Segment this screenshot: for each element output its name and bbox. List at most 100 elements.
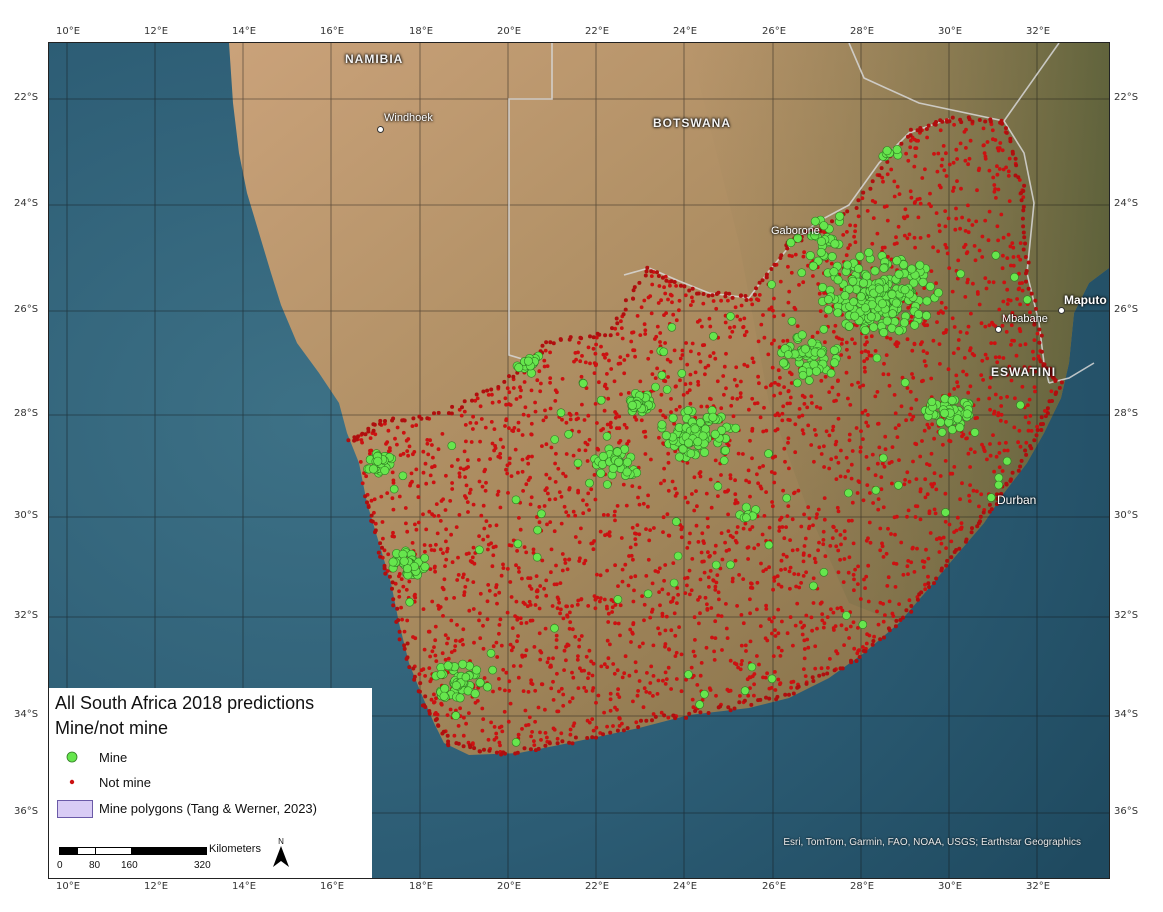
not-mine-point	[529, 495, 534, 500]
not-mine-point	[620, 336, 625, 341]
not-mine-point	[796, 572, 801, 577]
not-mine-point	[743, 521, 748, 526]
not-mine-point	[937, 223, 942, 228]
not-mine-point	[537, 606, 542, 611]
mine-point	[879, 263, 889, 273]
not-mine-point	[681, 393, 686, 397]
not-mine-point	[571, 675, 576, 680]
not-mine-point	[723, 489, 727, 494]
not-mine-point	[576, 490, 580, 495]
not-mine-point	[518, 395, 523, 399]
not-mine-point	[395, 425, 400, 430]
not-mine-point	[608, 708, 613, 713]
not-mine-point	[539, 650, 544, 655]
not-mine-point	[629, 553, 634, 558]
mine-point	[669, 578, 679, 588]
not-mine-point	[764, 490, 768, 494]
not-mine-point	[475, 396, 480, 401]
not-mine-point	[834, 439, 839, 444]
mine-point	[686, 449, 696, 458]
not-mine-point	[987, 209, 992, 214]
not-mine-point	[497, 686, 502, 691]
not-mine-point	[789, 381, 794, 385]
not-mine-point	[391, 530, 395, 535]
bottom-tick-3: 16°E	[320, 881, 345, 892]
not-mine-point	[511, 645, 515, 650]
not-mine-point	[643, 435, 648, 439]
not-mine-point	[967, 218, 971, 223]
not-mine-point	[1008, 139, 1013, 144]
not-mine-point	[666, 297, 670, 302]
not-mine-point	[842, 529, 847, 534]
not-mine-point	[987, 509, 992, 514]
not-mine-point	[465, 500, 470, 504]
not-mine-point	[458, 466, 463, 471]
not-mine-point	[391, 597, 396, 602]
not-mine-point	[972, 353, 977, 358]
not-mine-point	[911, 414, 916, 419]
not-mine-point	[617, 695, 622, 699]
not-mine-point	[863, 369, 867, 374]
not-mine-point	[677, 308, 681, 313]
not-mine-point	[542, 504, 547, 508]
not-mine-point	[446, 411, 451, 416]
not-mine-point	[640, 594, 644, 598]
mine-point	[858, 620, 868, 629]
not-mine-point	[559, 686, 564, 691]
not-mine-point	[639, 718, 643, 723]
not-mine-point	[859, 350, 864, 355]
not-mine-point	[839, 448, 843, 453]
not-mine-point	[856, 564, 860, 569]
not-mine-point	[802, 667, 806, 671]
label-windhoek: Windhoek	[384, 112, 433, 124]
not-mine-point	[881, 372, 886, 377]
not-mine-point	[507, 688, 512, 693]
not-mine-point	[741, 621, 746, 626]
not-mine-point	[715, 573, 720, 577]
not-mine-point	[979, 492, 984, 497]
not-mine-point	[1010, 151, 1015, 156]
not-mine-point	[470, 555, 475, 560]
map-frame[interactable]: 10°E NAMIBIA BOTSWANA ESWATINI Windhoek …	[48, 42, 1110, 879]
not-mine-point	[668, 283, 672, 288]
not-mine-point	[722, 364, 727, 369]
not-mine-point	[921, 565, 926, 570]
not-mine-point	[423, 674, 427, 678]
not-mine-point	[636, 495, 640, 500]
not-mine-point	[613, 621, 617, 626]
mine-point	[810, 231, 820, 241]
map-canvas[interactable]	[49, 43, 1109, 878]
mine-point	[856, 292, 866, 302]
not-mine-point	[542, 586, 546, 591]
not-mine-point	[910, 372, 914, 376]
not-mine-point	[663, 341, 667, 345]
not-mine-point	[750, 302, 755, 307]
not-mine-point	[559, 607, 563, 612]
not-mine-point	[770, 500, 774, 504]
not-mine-point	[478, 591, 483, 596]
not-mine-point	[705, 608, 710, 612]
not-mine-point	[1035, 428, 1040, 433]
not-mine-point	[441, 497, 445, 502]
not-mine-point	[944, 245, 949, 250]
not-mine-point	[608, 697, 613, 702]
not-mine-point	[684, 341, 688, 345]
not-mine-point	[570, 741, 575, 746]
map-attribution: Esri, TomTom, Garmin, FAO, NOAA, USGS; E…	[783, 837, 1081, 848]
mine-point	[1016, 400, 1025, 410]
not-mine-point	[706, 363, 711, 368]
not-mine-point	[661, 530, 665, 534]
not-mine-point	[1020, 288, 1025, 293]
not-mine-point	[915, 546, 919, 551]
not-mine-point	[734, 530, 739, 535]
not-mine-point	[1023, 241, 1028, 246]
not-mine-point	[831, 329, 836, 334]
mine-point	[879, 327, 889, 337]
not-mine-point	[982, 448, 987, 452]
not-mine-point	[401, 430, 406, 435]
not-mine-point	[1026, 286, 1031, 291]
not-mine-point	[934, 576, 939, 581]
not-mine-point	[583, 558, 588, 563]
not-mine-point	[848, 243, 852, 247]
not-mine-point	[642, 322, 647, 327]
